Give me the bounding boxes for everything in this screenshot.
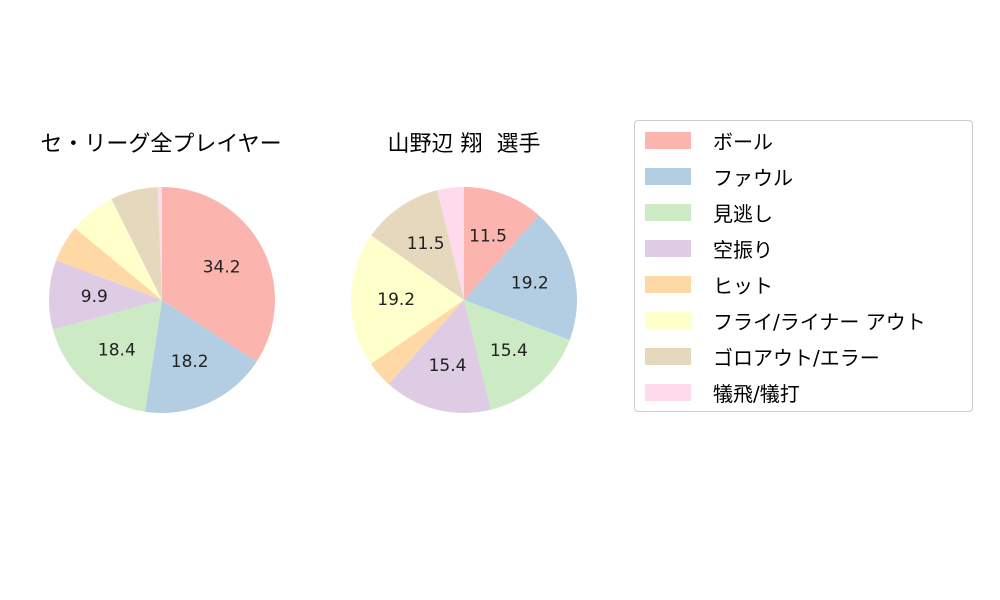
legend: ボール ファウル 見逃し 空振り ヒット フライ/ライナー アウト ゴロアウト/… xyxy=(634,120,973,412)
pie-slice-player-hit xyxy=(370,300,464,385)
pie-slice-league-ball xyxy=(162,187,275,362)
legend-label: ゴロアウト/エラー xyxy=(713,345,880,370)
legend-label: 見逃し xyxy=(713,201,773,226)
pie-label-league-ball: 34.2 xyxy=(203,258,241,278)
pie-slice-player-sacrifice xyxy=(437,187,464,300)
legend-item-foul: ファウル xyxy=(645,164,793,190)
pie-chart-player: 11.5 19.2 15.4 15.4 19.2 11.5 xyxy=(351,187,578,413)
legend-item-ball: ボール xyxy=(645,128,773,154)
legend-swatch xyxy=(645,203,691,221)
pie-label-player-ground-out-error: 11.5 xyxy=(407,234,445,254)
legend-label: ヒット xyxy=(713,273,773,298)
pie-slice-player-fly-liner-out xyxy=(351,235,464,364)
pie-label-player-ball: 11.5 xyxy=(469,227,507,247)
pie-slice-league-foul xyxy=(145,300,257,414)
legend-label: 犠飛/犠打 xyxy=(713,381,800,406)
legend-swatch xyxy=(645,131,691,149)
pie-label-player-fly-liner-out: 19.2 xyxy=(377,290,415,310)
pie-slice-league-sacrifice xyxy=(157,187,162,300)
chart-title-league: セ・リーグ全プレイヤー xyxy=(40,132,282,157)
pie-label-league-foul: 18.2 xyxy=(171,352,209,372)
legend-item-ground-out-error: ゴロアウト/エラー xyxy=(645,344,880,370)
legend-item-called-strike: 見逃し xyxy=(645,200,773,226)
pie-slice-league-hit xyxy=(56,227,162,300)
pie-slice-league-called-strike xyxy=(52,300,162,412)
legend-swatch xyxy=(645,167,691,185)
pie-chart-league: 34.2 18.2 18.4 9.9 xyxy=(48,187,275,414)
pie-slice-league-ground-out-error xyxy=(111,187,162,300)
pie-label-player-swinging-strike: 15.4 xyxy=(429,356,467,376)
legend-swatch xyxy=(645,275,691,293)
legend-item-swinging-strike: 空振り xyxy=(645,236,773,262)
legend-item-hit: ヒット xyxy=(645,272,773,298)
legend-label: 空振り xyxy=(713,237,773,262)
pie-slice-player-ground-out-error xyxy=(371,190,464,300)
legend-item-fly-liner-out: フライ/ライナー アウト xyxy=(645,308,926,334)
pie-label-league-swinging-strike: 9.9 xyxy=(81,287,108,307)
pie-slice-league-swinging-strike xyxy=(48,260,162,330)
legend-label: フライ/ライナー アウト xyxy=(713,309,926,334)
pie-slice-player-called-strike xyxy=(464,300,570,410)
pie-label-player-called-strike: 15.4 xyxy=(490,341,528,361)
pie-label-league-called-strike: 18.4 xyxy=(98,341,136,361)
pie-slice-player-swinging-strike xyxy=(388,300,491,413)
pie-slice-player-foul xyxy=(464,215,578,341)
legend-label: ボール xyxy=(713,129,773,154)
pie-slice-league-fly-liner-out xyxy=(74,199,162,300)
legend-swatch xyxy=(645,239,691,257)
legend-swatch xyxy=(645,347,691,365)
chart-title-player: 山野辺 翔 選手 xyxy=(387,132,541,157)
pie-label-player-foul: 19.2 xyxy=(511,274,549,294)
legend-label: ファウル xyxy=(713,165,793,190)
legend-item-sacrifice: 犠飛/犠打 xyxy=(645,380,800,406)
legend-swatch xyxy=(645,311,691,329)
pie-slice-player-ball xyxy=(464,187,539,300)
legend-swatch xyxy=(645,383,691,401)
